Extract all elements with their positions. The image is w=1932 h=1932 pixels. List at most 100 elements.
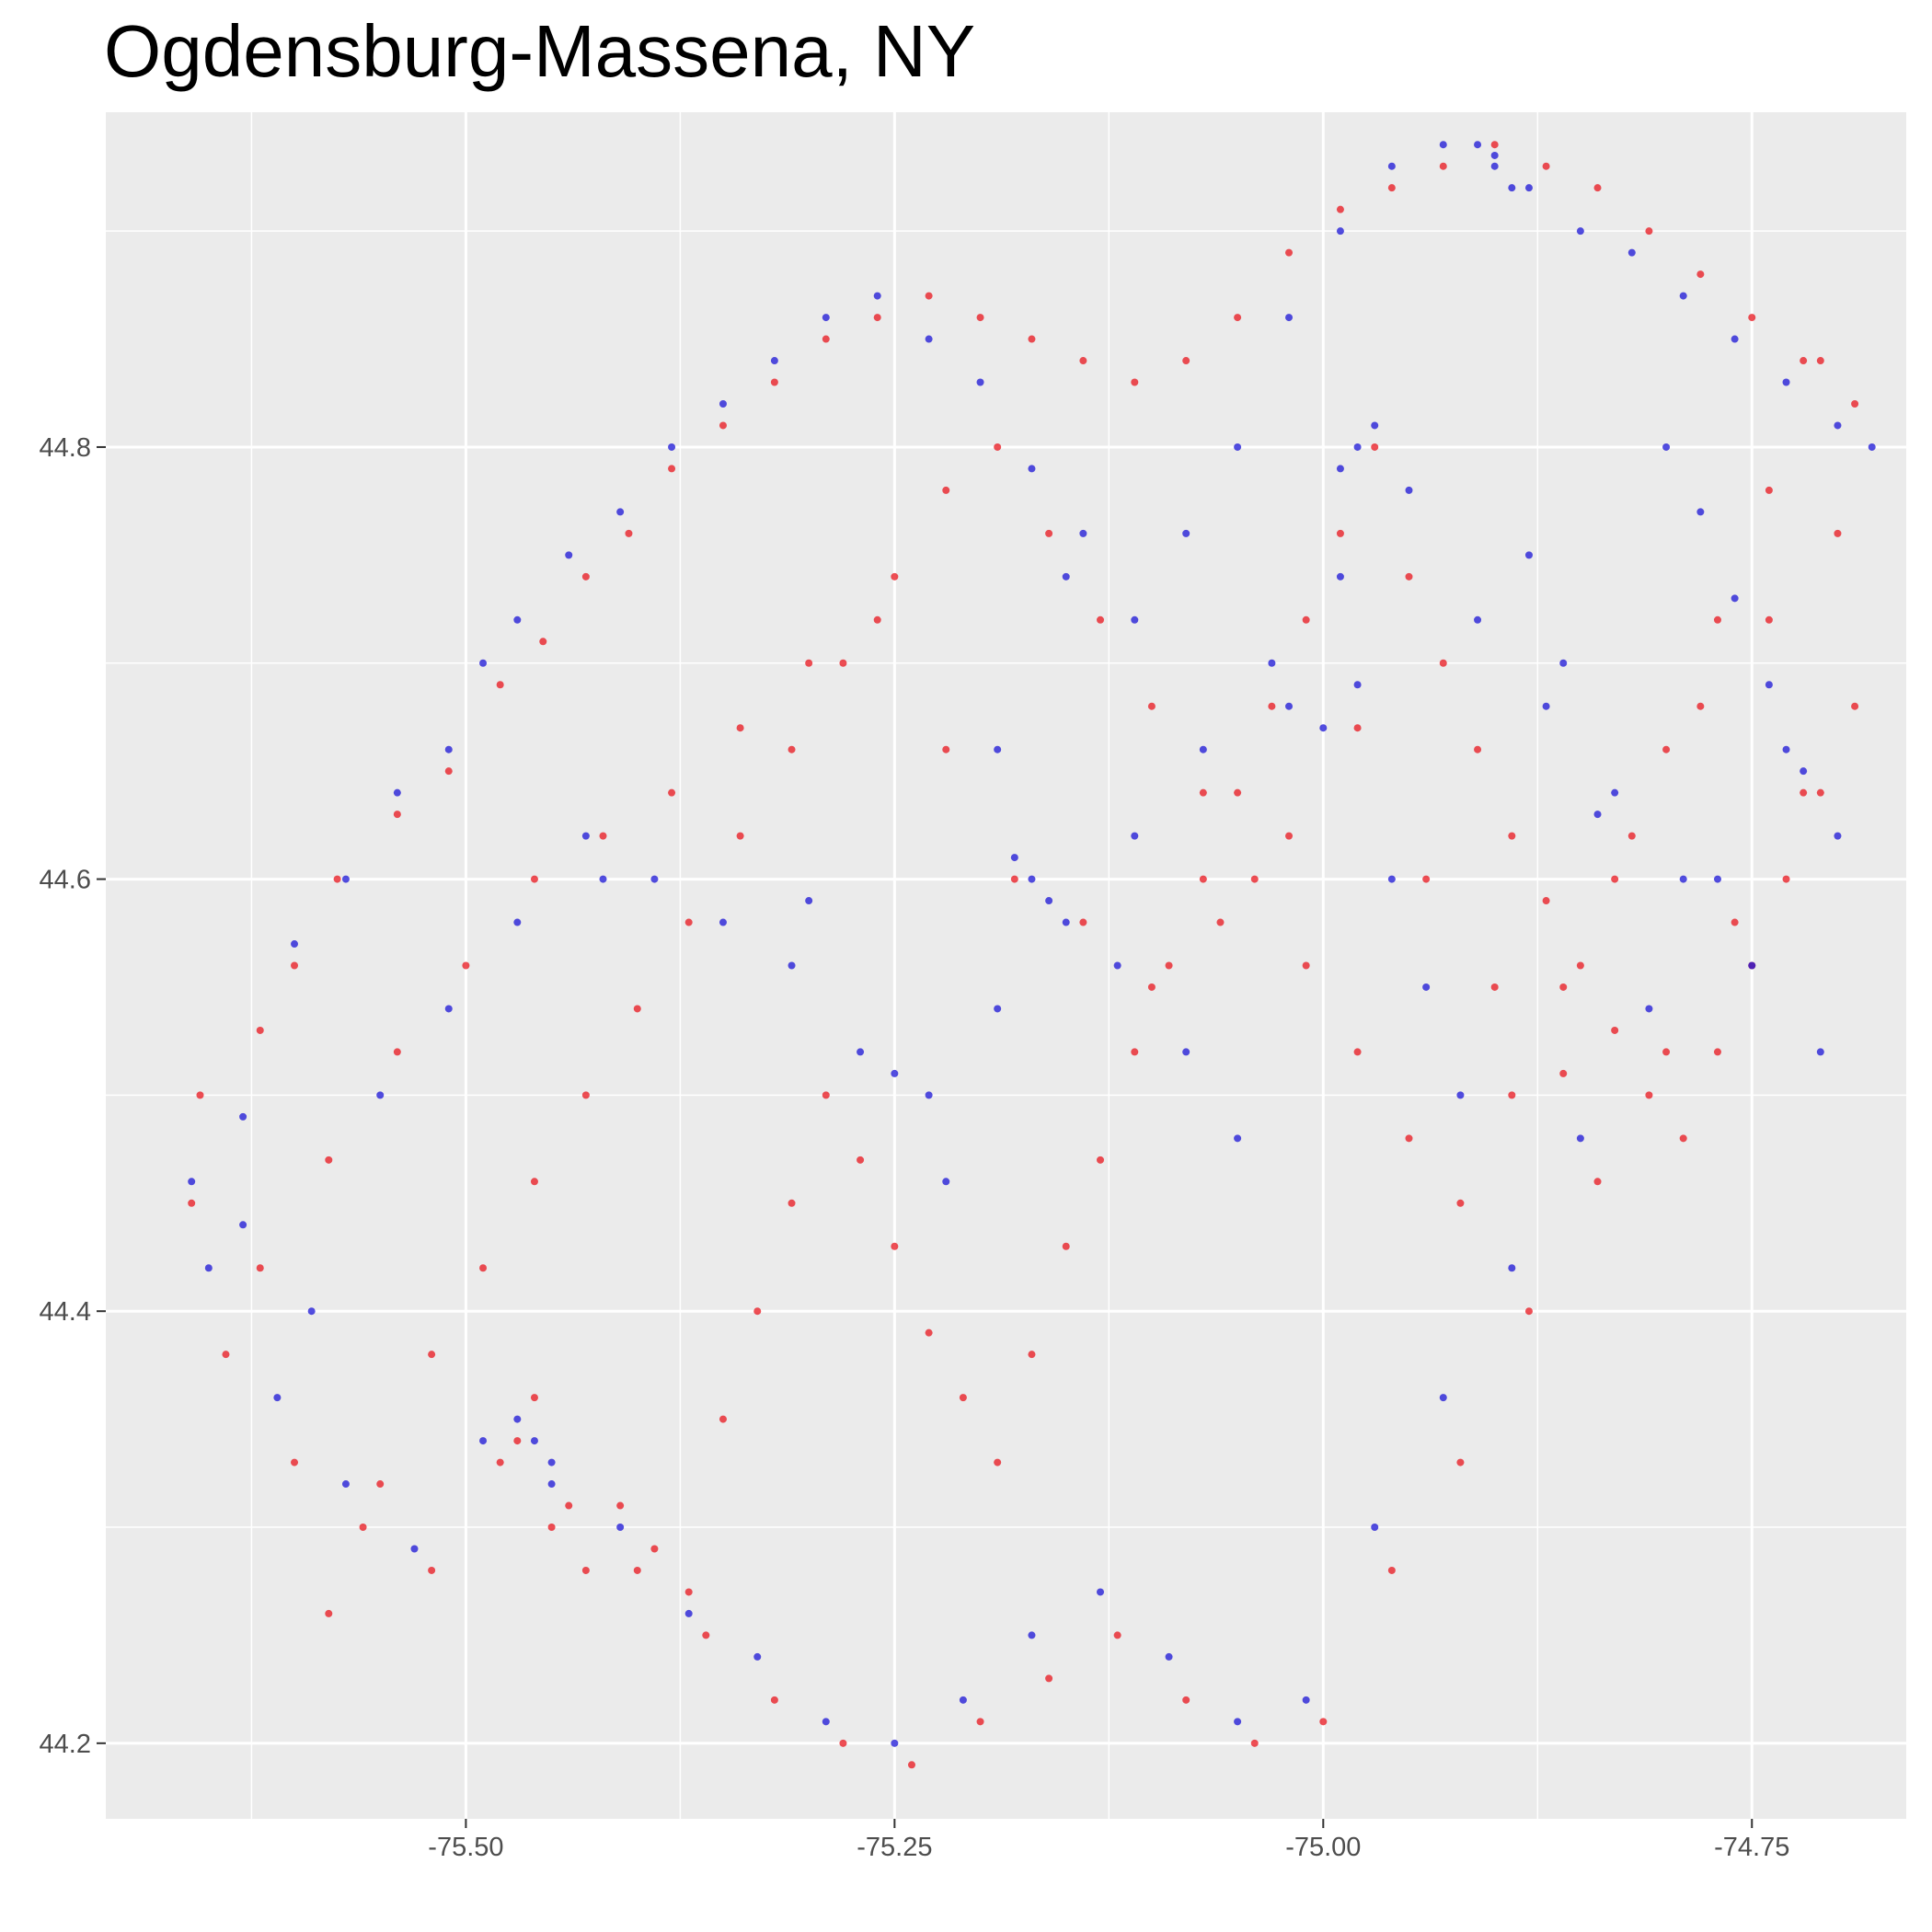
data-point [976,314,984,322]
data-point [857,1156,865,1164]
data-point [1679,292,1687,300]
data-point [1010,875,1018,883]
data-point [1336,227,1344,236]
data-point [1611,875,1619,883]
data-point [1508,184,1516,192]
data-point [1490,141,1499,149]
data-point [444,1005,453,1013]
data-point [547,1524,556,1532]
data-point [1199,788,1207,797]
data-point [1456,1091,1465,1099]
data-point [788,745,796,753]
data-point [444,745,453,753]
data-point [513,1437,522,1445]
data-point [547,1458,556,1466]
data-point [1387,184,1396,192]
data-point [1319,1718,1328,1726]
data-point [1439,141,1447,149]
data-point [873,314,881,322]
data-point [925,1328,933,1337]
data-point [1696,270,1705,279]
data-point [925,292,933,300]
data-point [393,1048,401,1056]
data-point [1662,443,1671,451]
data-point [1474,141,1482,149]
data-point [513,615,522,624]
data-point [1165,961,1173,970]
data-point [1731,918,1739,926]
data-point [479,659,488,667]
data-point [222,1351,230,1359]
data-point [770,1696,778,1704]
data-point [1062,1242,1070,1250]
data-point [1250,875,1259,883]
plot-panel [106,112,1906,1819]
data-point [530,1178,538,1186]
data-point [1405,572,1413,581]
data-point [599,832,607,840]
data-point [1524,551,1533,559]
data-point [1113,1631,1121,1639]
data-point [1028,465,1036,473]
data-point [1559,1069,1568,1077]
data-point [1216,918,1225,926]
data-point [633,1005,641,1013]
data-point [822,314,830,322]
data-point [479,1437,488,1445]
data-point [325,1156,333,1164]
chart-title: Ogdensburg-Massena, NY [104,10,976,92]
data-point [1353,681,1362,689]
data-point [393,788,401,797]
data-point [1765,486,1773,494]
data-point [753,1307,762,1316]
data-point [891,1242,899,1250]
data-point [753,1652,762,1661]
data-point [1490,151,1499,159]
x-tick-label: -74.75 [1714,1833,1789,1862]
data-point [307,1307,316,1316]
data-point [668,465,676,473]
data-point [1524,184,1533,192]
data-point [719,399,727,408]
data-point [1131,1048,1139,1056]
data-point [1405,1134,1413,1143]
data-point [1199,875,1207,883]
data-point [1028,1631,1036,1639]
data-point [942,745,950,753]
data-point [513,918,522,926]
data-point [1868,443,1876,451]
x-tick-label: -75.25 [857,1833,932,1862]
data-point [668,443,676,451]
data-point [1474,615,1482,624]
data-point [616,508,625,516]
data-point [341,875,350,883]
data-point [650,1545,659,1553]
data-point [650,875,659,883]
data-point [1645,1005,1653,1013]
data-point [1045,897,1053,905]
data-point [1713,1048,1721,1056]
data-point [891,1069,899,1077]
data-point [1439,1394,1447,1402]
data-point [994,1458,1002,1466]
data-point [1302,615,1310,624]
data-point [1679,1134,1687,1143]
data-point [1336,529,1344,537]
data-point [1285,832,1294,840]
data-point [1371,1524,1379,1532]
data-point [1456,1199,1465,1207]
data-point [1302,1696,1310,1704]
data-point [1851,702,1859,710]
data-point [291,940,299,949]
data-point [428,1351,436,1359]
y-tick-label: 44.6 [40,866,91,895]
data-point [565,551,573,559]
data-point [1250,1739,1259,1747]
data-point [496,681,504,689]
data-point [1439,659,1447,667]
data-point [273,1394,282,1402]
data-point [239,1221,247,1229]
data-point [822,1091,830,1099]
data-point [1439,162,1447,170]
